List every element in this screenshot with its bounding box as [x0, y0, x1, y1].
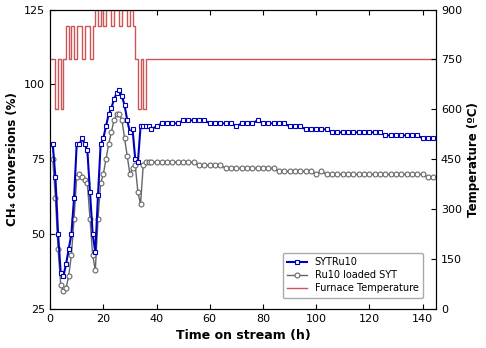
Y-axis label: CH₄ conversions (%): CH₄ conversions (%)	[5, 92, 18, 226]
Legend: SYTRu10, Ru10 loaded SYT, Furnace Temperature: SYTRu10, Ru10 loaded SYT, Furnace Temper…	[282, 253, 423, 298]
X-axis label: Time on stream (h): Time on stream (h)	[175, 330, 311, 342]
Y-axis label: Temperature (ºC): Temperature (ºC)	[468, 102, 481, 217]
